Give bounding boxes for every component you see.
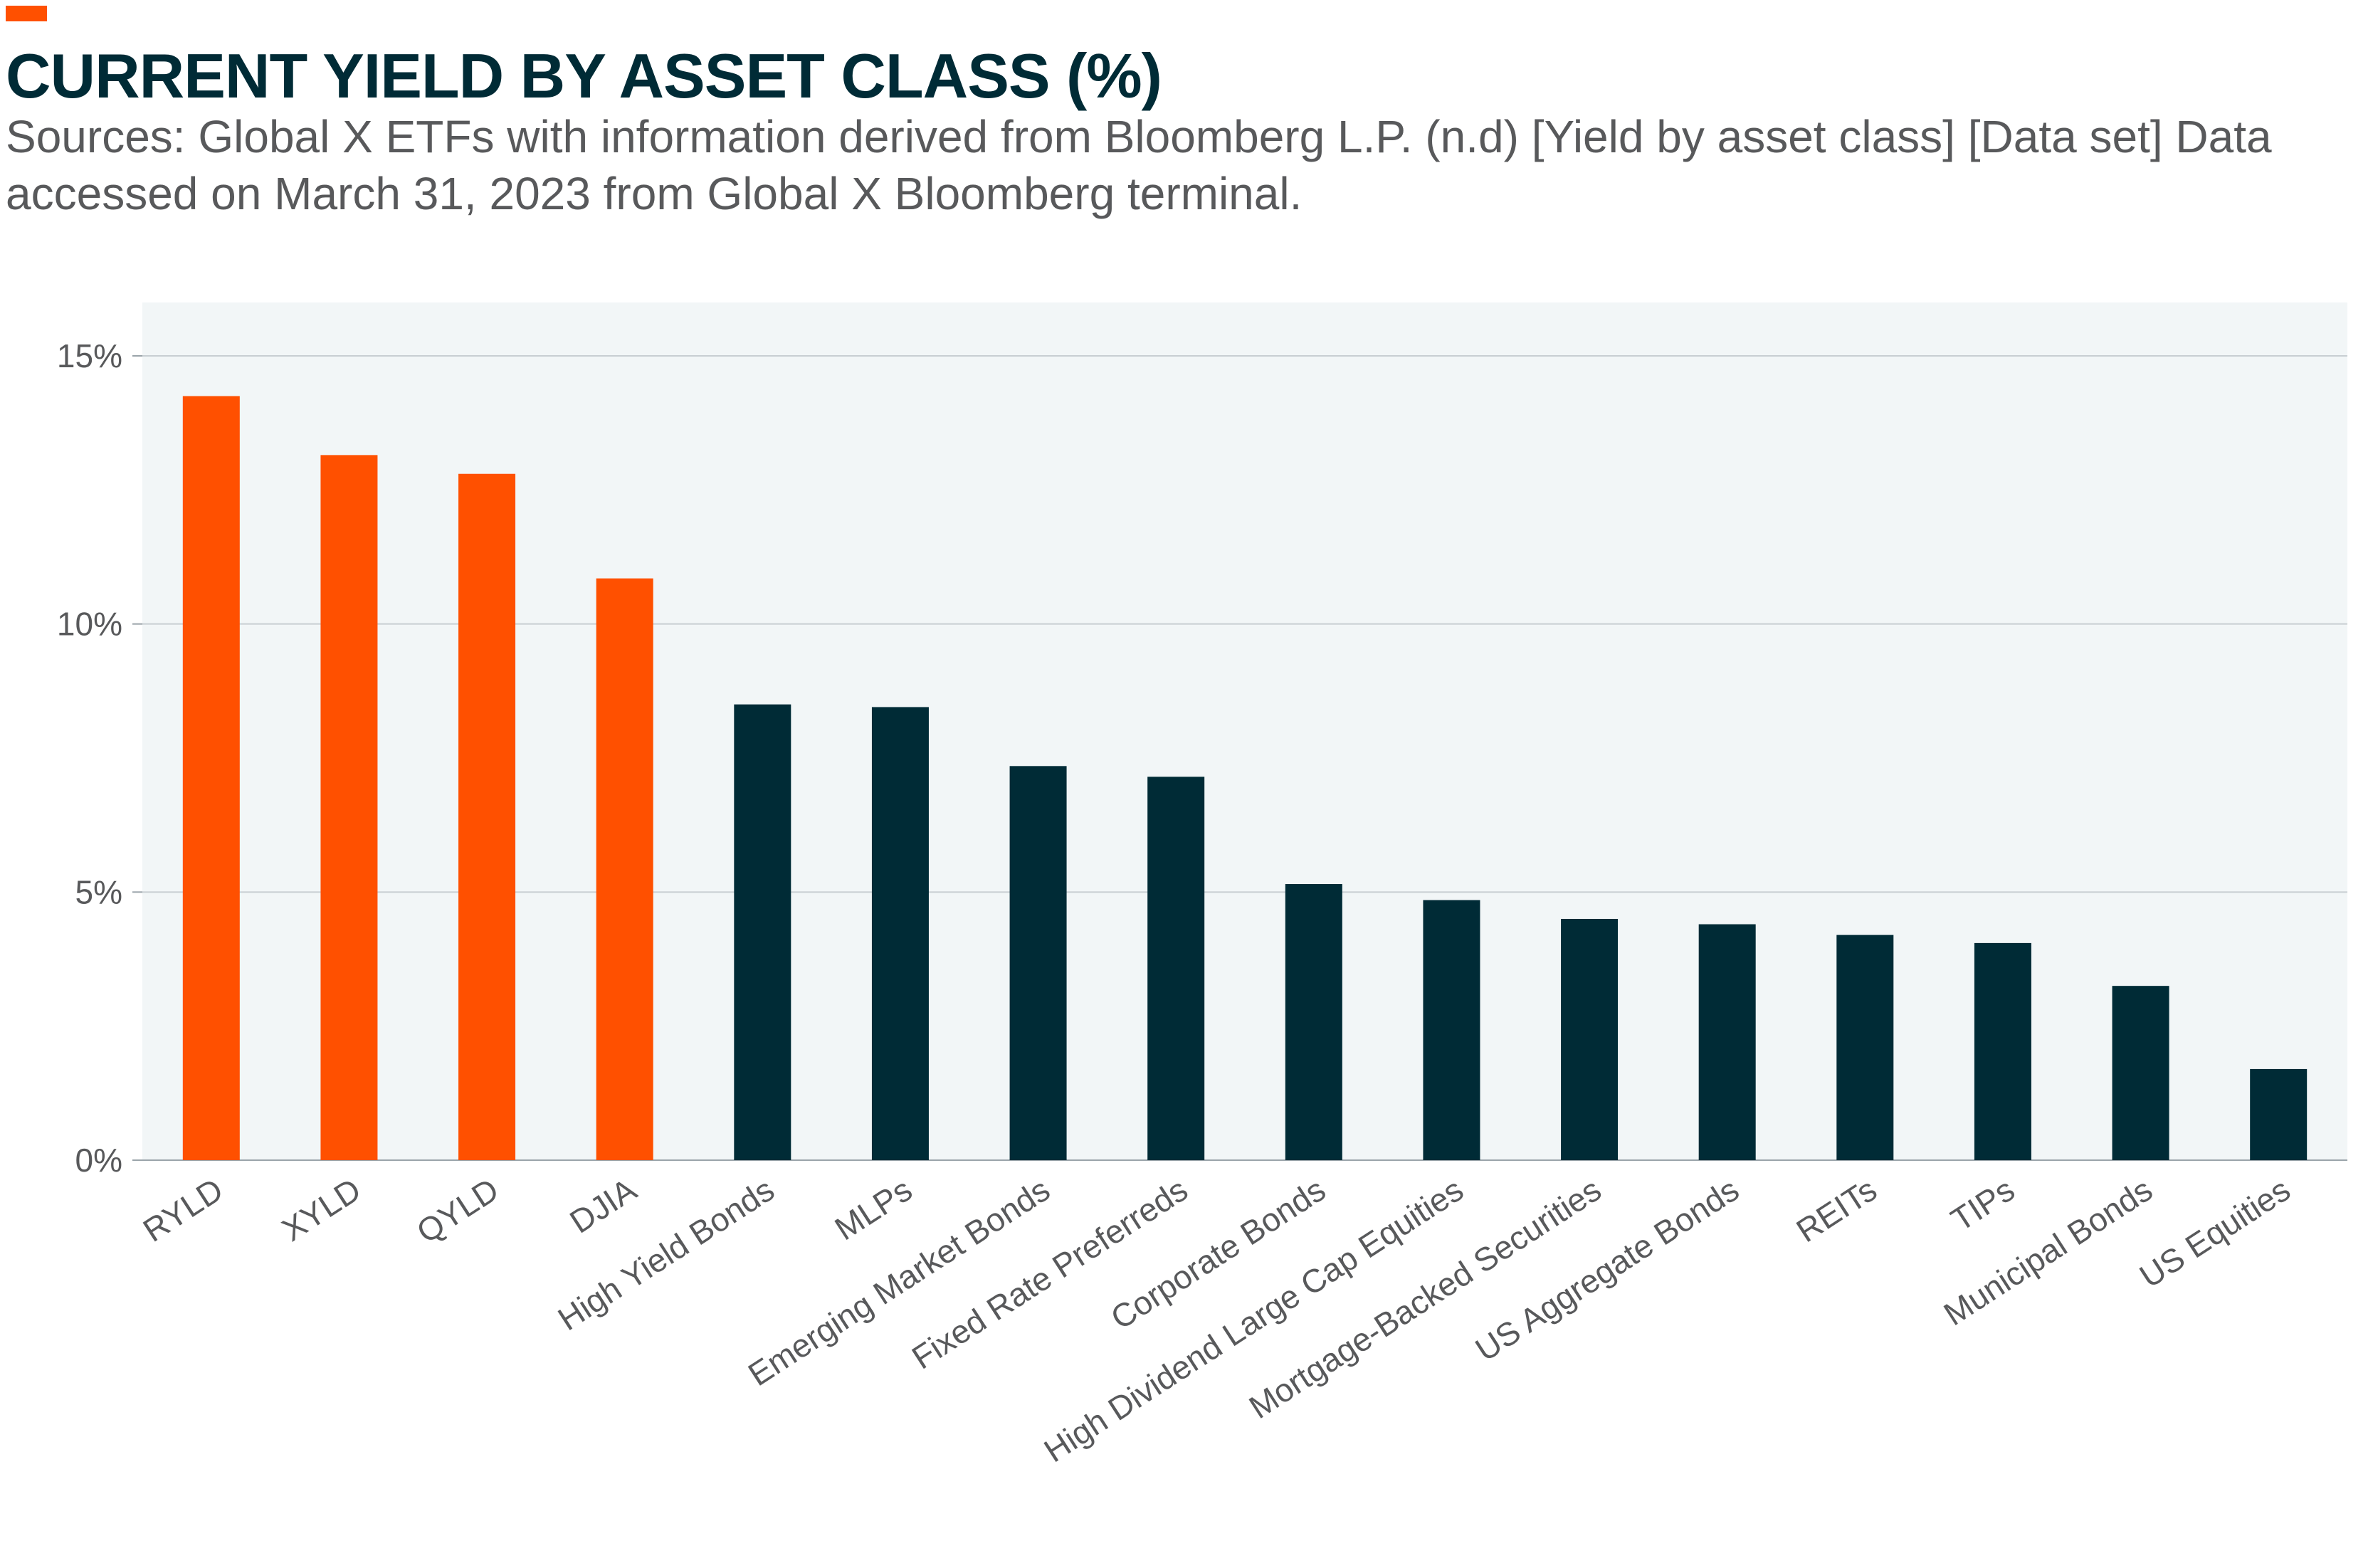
bar-qyld	[458, 473, 516, 1160]
x-tick-label: US Equities	[2133, 1171, 2297, 1295]
x-tick-label: TIPs	[1945, 1171, 2021, 1238]
bar-us-aggregate-bonds	[1698, 924, 1756, 1160]
x-tick-label: US Aggregate Bonds	[1468, 1171, 1745, 1369]
bar-tips	[1974, 942, 2031, 1160]
x-tick-label: MLPs	[828, 1171, 918, 1248]
bar-municipal-bonds	[2112, 986, 2169, 1160]
bar-high-yield-bonds	[734, 704, 791, 1160]
bar-emerging-market-bonds	[1009, 766, 1067, 1160]
x-tick-label: RYLD	[137, 1171, 230, 1249]
y-tick-label: 5%	[75, 873, 122, 910]
bar-fixed-rate-preferreds	[1147, 777, 1205, 1160]
bar-mortgage-backed-securities	[1561, 919, 1619, 1160]
bar-xyld	[320, 455, 378, 1160]
x-tick-label: QYLD	[410, 1171, 505, 1251]
chart-title: CURRENT YIELD BY ASSET CLASS (%)	[6, 41, 1162, 111]
x-tick-label: XYLD	[275, 1171, 367, 1248]
bar-corporate-bonds	[1285, 884, 1342, 1160]
x-tick-label: REITs	[1790, 1171, 1883, 1249]
x-tick-label: DJIA	[563, 1171, 643, 1241]
bar-high-dividend-large-cap-equities	[1423, 900, 1480, 1160]
chart-subtitle: Sources: Global X ETFs with information …	[6, 111, 2272, 219]
bars	[182, 396, 2308, 1160]
y-axis: 0% 5% 10% 15%	[57, 337, 142, 1179]
bar-reits	[1836, 935, 1894, 1160]
bar-ryld	[182, 396, 240, 1160]
y-tick-label: 0%	[75, 1142, 122, 1179]
bar-us-equities	[2250, 1068, 2308, 1160]
y-tick-label: 15%	[57, 337, 122, 374]
bar-mlps	[871, 707, 929, 1160]
accent-bar	[6, 6, 47, 21]
bar-djia	[596, 578, 653, 1160]
y-tick-label: 10%	[57, 606, 122, 643]
